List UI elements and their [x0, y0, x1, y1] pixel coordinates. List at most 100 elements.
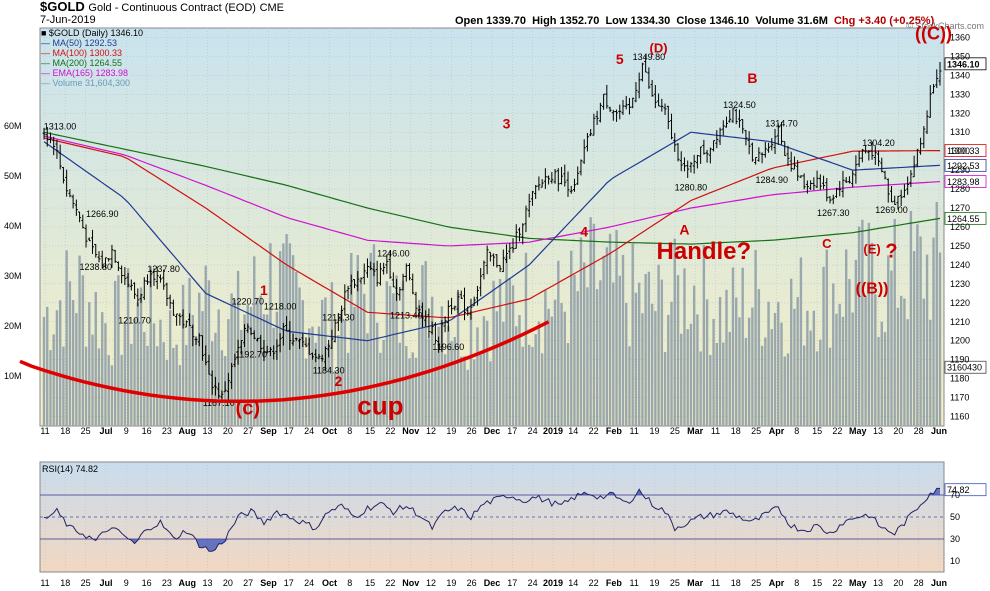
volume-bar — [130, 343, 133, 426]
price-tick-label: 1310 — [950, 127, 970, 137]
wave-annotation: ((C)) — [915, 23, 952, 43]
volume-bar — [540, 353, 544, 426]
x-tick-label: Nov — [402, 426, 419, 436]
volume-bar — [725, 289, 728, 426]
volume-bar — [806, 310, 809, 426]
volume-bar — [379, 352, 382, 426]
volume-bar — [790, 278, 793, 426]
volume-bar — [770, 329, 773, 426]
volume-bar — [757, 289, 761, 426]
volume-bar — [709, 355, 712, 426]
volume-bar — [340, 309, 343, 426]
ma200-line — [43, 131, 941, 245]
volume-bar — [919, 236, 922, 426]
price-tick-label: 1290 — [950, 165, 970, 175]
price-callout: 1167.10 — [203, 398, 235, 408]
volume-bar — [938, 252, 942, 426]
rsi-x-tick-label: Sep — [260, 578, 277, 588]
rsi-x-tick-label: 2019 — [543, 578, 563, 588]
volume-bar — [857, 226, 861, 426]
volume-bar — [110, 365, 114, 426]
legend-entry: — MA(50) 1292.53 — [41, 38, 118, 48]
x-tick-label: Jul — [99, 426, 112, 436]
rsi-x-tick-label: 17 — [507, 578, 517, 588]
volume-bar — [320, 299, 324, 426]
rsi-x-tick-label: 11 — [711, 578, 720, 588]
rsi-x-tick-label: 24 — [304, 578, 314, 588]
price-tick-label: 1210 — [950, 317, 970, 327]
volume-bar — [269, 243, 272, 426]
volume-bar — [123, 321, 127, 426]
volume-bar — [172, 348, 175, 426]
volume-bar — [62, 346, 65, 426]
rsi-x-tick-label: 28 — [914, 578, 924, 588]
volume-bar — [126, 268, 130, 426]
volume-bar — [880, 321, 883, 426]
rsi-x-tick-label: Mar — [687, 578, 704, 588]
volume-bar — [680, 333, 683, 426]
volume-bar — [722, 342, 725, 426]
volume-bar — [547, 308, 550, 426]
volume-bar — [104, 323, 107, 426]
volume-bar — [819, 339, 822, 426]
rsi-x-tick-label: May — [849, 578, 867, 588]
volume-bar — [143, 332, 146, 426]
volume-bar — [495, 311, 499, 426]
x-tick-label: 25 — [751, 426, 761, 436]
wave-annotation: cup — [357, 391, 403, 421]
legend-entry: — MA(200) 1264.55 — [41, 58, 123, 68]
volume-bar — [78, 255, 81, 426]
volume-bar — [841, 316, 845, 426]
rsi-x-tick-label: 19 — [446, 578, 456, 588]
x-tick-label: 20 — [893, 426, 903, 436]
wave-annotation: 3 — [503, 115, 511, 131]
volume-bar — [460, 356, 463, 426]
volume-bar — [767, 301, 770, 426]
stockcharts-logo: © StockCharts.com — [906, 21, 984, 31]
volume-bar — [220, 350, 224, 426]
volume-bar — [592, 223, 596, 426]
rsi-x-tick-label: 20 — [893, 578, 903, 588]
ohlc-summary: Open 1339.70 High 1352.70 Low 1334.30 Cl… — [455, 15, 934, 27]
rsi-x-tick-label: 11 — [630, 578, 639, 588]
price-callout: 1304.20 — [862, 138, 895, 148]
volume-bar — [599, 280, 602, 426]
rsi-x-tick-label: Aug — [178, 578, 196, 588]
volume-bar — [612, 282, 615, 426]
volume-bar — [780, 322, 783, 426]
volume-bar — [825, 249, 828, 426]
rsi-x-tick-label: 22 — [385, 578, 395, 588]
volume-bar — [450, 341, 453, 426]
volume-bar — [272, 327, 275, 426]
volume-bar — [194, 336, 198, 426]
x-tick-label: 11 — [40, 426, 49, 436]
price-tick-label: 1220 — [950, 298, 970, 308]
volume-bar — [146, 345, 149, 426]
volume-bar — [728, 331, 731, 426]
volume-bar — [133, 318, 136, 426]
rsi-x-tick-label: 26 — [467, 578, 477, 588]
volume-bar — [330, 282, 334, 426]
volume-bar — [793, 308, 796, 426]
rsi-value-label: 74.82 — [947, 485, 970, 495]
volume-bar — [117, 275, 120, 426]
right-value-label: 1283.98 — [947, 177, 980, 187]
volume-bar — [573, 274, 576, 426]
volume-bar — [511, 285, 515, 426]
volume-bar — [887, 255, 890, 426]
volume-bar — [434, 350, 437, 426]
chart-symbol: $GOLD Gold - Continuous Contract (EOD) C… — [40, 0, 285, 14]
volume-bar — [896, 307, 900, 426]
volume-bar — [602, 255, 605, 426]
x-tick-label: 11 — [630, 426, 639, 436]
volume-bar — [91, 334, 94, 426]
price-callout: 1192.70 — [235, 350, 267, 360]
volume-bar — [660, 279, 664, 426]
x-tick-label: Aug — [178, 426, 196, 436]
rsi-value-box — [944, 483, 987, 497]
price-tick-label: 1180 — [950, 374, 969, 384]
volume-tick-label: 30M — [4, 271, 22, 281]
x-tick-label: 25 — [81, 426, 91, 436]
volume-bar — [851, 312, 854, 426]
volume-bar — [715, 343, 719, 426]
